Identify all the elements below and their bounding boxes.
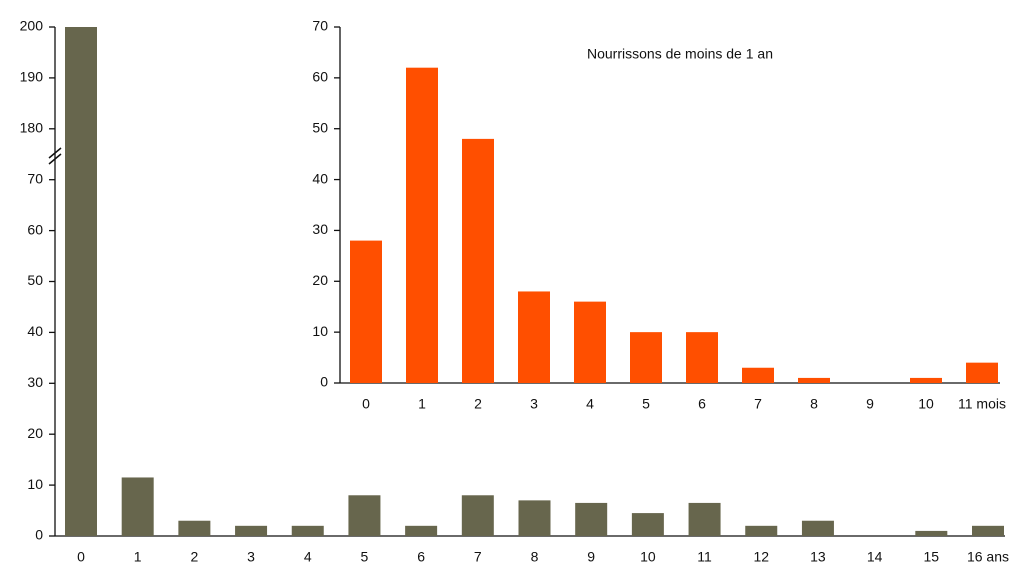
x-tick-label: 7 (754, 396, 762, 412)
bar (910, 377, 942, 383)
bar (178, 520, 211, 536)
y-tick-label: 50 (312, 119, 328, 135)
y-tick-label: 10 (312, 323, 328, 339)
x-tick-label: 2 (474, 396, 482, 412)
x-tick-label: 5 (361, 549, 369, 565)
bar (798, 377, 830, 383)
bar (348, 495, 381, 536)
y-tick-label: 50 (27, 272, 43, 288)
x-tick-label: 2 (190, 549, 198, 565)
x-tick-label: 5 (642, 396, 650, 412)
x-tick-label: 14 (867, 549, 883, 565)
x-tick-label: 6 (698, 396, 706, 412)
y-tick-label: 40 (312, 170, 328, 186)
bar (235, 525, 268, 536)
x-tick-label: 10 (640, 549, 656, 565)
bar (65, 27, 97, 536)
bar (291, 525, 324, 536)
bar (350, 240, 382, 383)
bar (405, 525, 438, 536)
bar (462, 138, 494, 383)
x-tick-label: 9 (587, 549, 595, 565)
x-tick-label: 16 ans (967, 549, 1009, 565)
y-tick-label: 180 (20, 120, 44, 136)
x-tick-label: 7 (474, 549, 482, 565)
y-tick-label: 10 (27, 476, 43, 492)
bar (121, 477, 154, 536)
bar (686, 332, 718, 383)
x-tick-label: 11 mois (958, 396, 1006, 412)
bar (574, 301, 606, 383)
bar (801, 520, 834, 536)
x-tick-label: 10 (918, 396, 934, 412)
bar (461, 495, 494, 536)
bar (742, 367, 774, 383)
bar (631, 513, 664, 536)
bar (966, 362, 998, 383)
inset-title: Nourrissons de moins de 1 an (587, 46, 773, 62)
x-tick-label: 1 (134, 549, 142, 565)
y-tick-label: 60 (27, 221, 43, 237)
y-tick-label: 40 (27, 323, 43, 339)
bar (518, 291, 550, 383)
bar (915, 530, 948, 536)
y-tick-label: 0 (320, 374, 328, 390)
x-tick-label: 0 (362, 396, 370, 412)
x-tick-label: 4 (586, 396, 594, 412)
x-tick-label: 3 (247, 549, 255, 565)
bar (630, 332, 662, 383)
y-tick-label: 190 (20, 69, 44, 85)
x-tick-label: 9 (866, 396, 874, 412)
x-tick-label: 8 (531, 549, 539, 565)
x-tick-label: 4 (304, 549, 312, 565)
bar (745, 525, 778, 536)
x-tick-label: 8 (810, 396, 818, 412)
y-tick-label: 60 (312, 69, 328, 85)
x-tick-label: 11 (697, 549, 712, 565)
bar (406, 67, 438, 383)
x-tick-label: 6 (417, 549, 425, 565)
bar (575, 502, 608, 536)
x-tick-label: 3 (530, 396, 538, 412)
y-tick-label: 20 (27, 425, 43, 441)
x-tick-label: 13 (810, 549, 826, 565)
x-tick-label: 15 (924, 549, 940, 565)
y-tick-label: 30 (312, 221, 328, 237)
bar (688, 502, 721, 536)
bar (518, 500, 551, 536)
y-tick-label: 200 (20, 18, 44, 34)
y-tick-label: 0 (35, 527, 43, 543)
y-tick-label: 20 (312, 272, 328, 288)
bar (972, 525, 1004, 536)
x-tick-label: 1 (418, 396, 426, 412)
x-tick-label: 0 (77, 549, 85, 565)
x-tick-label: 12 (753, 549, 769, 565)
y-tick-label: 70 (312, 18, 328, 34)
y-tick-label: 70 (27, 170, 43, 186)
y-tick-label: 30 (27, 374, 43, 390)
